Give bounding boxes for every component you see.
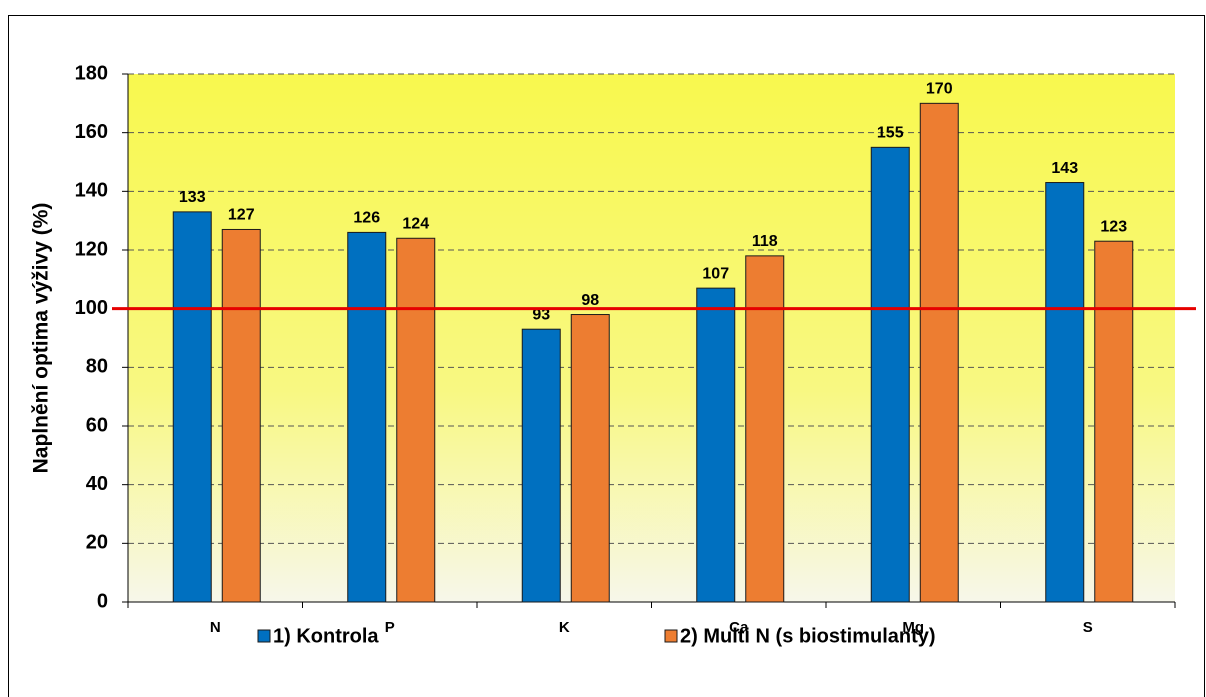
value-label: 126 xyxy=(353,210,380,227)
value-label: 107 xyxy=(702,265,729,282)
x-tick-label: Ca xyxy=(729,619,749,636)
y-tick-label: 80 xyxy=(86,356,108,378)
value-label: 127 xyxy=(228,207,255,224)
bar xyxy=(570,314,610,603)
x-tick-label: Mg xyxy=(902,619,924,636)
bar xyxy=(870,146,910,603)
value-label: 133 xyxy=(179,189,206,206)
bar xyxy=(221,228,261,603)
y-tick-label: 120 xyxy=(75,238,108,260)
value-label: 93 xyxy=(532,306,550,323)
bar xyxy=(696,287,736,603)
legend-label: 2) Multi N (s biostimulanty) xyxy=(680,625,936,647)
y-tick-label: 0 xyxy=(97,590,108,612)
legend-swatch xyxy=(257,629,271,643)
value-label: 98 xyxy=(581,292,599,309)
x-tick-label: K xyxy=(559,619,570,636)
x-tick-label: N xyxy=(210,619,221,636)
bar xyxy=(521,328,561,603)
x-tick-label: P xyxy=(385,619,395,636)
bar xyxy=(1045,182,1085,603)
legend-swatch xyxy=(664,629,678,643)
bar xyxy=(172,211,212,603)
y-axis-title: Naplnění optima výživy (%) xyxy=(30,203,53,474)
legend-label: 1) Kontrola xyxy=(273,625,379,647)
y-tick-label: 20 xyxy=(86,532,108,554)
plot-area xyxy=(128,74,1175,602)
value-label: 118 xyxy=(752,233,778,250)
value-label: 143 xyxy=(1051,160,1078,177)
x-tick-label: S xyxy=(1083,619,1093,636)
y-tick-label: 160 xyxy=(75,121,108,143)
bar xyxy=(1094,240,1134,603)
y-tick-label: 100 xyxy=(75,297,108,319)
bar xyxy=(347,231,387,603)
y-tick-label: 40 xyxy=(86,473,108,495)
value-label: 155 xyxy=(877,125,904,142)
y-tick-label: 60 xyxy=(86,414,108,436)
value-label: 124 xyxy=(402,215,429,232)
value-label: 123 xyxy=(1100,218,1127,235)
bar xyxy=(745,255,785,603)
y-tick-label: 140 xyxy=(75,180,108,202)
value-label: 170 xyxy=(926,81,953,98)
y-tick-label: 180 xyxy=(75,62,108,84)
bar xyxy=(396,237,436,603)
bar xyxy=(919,102,959,603)
